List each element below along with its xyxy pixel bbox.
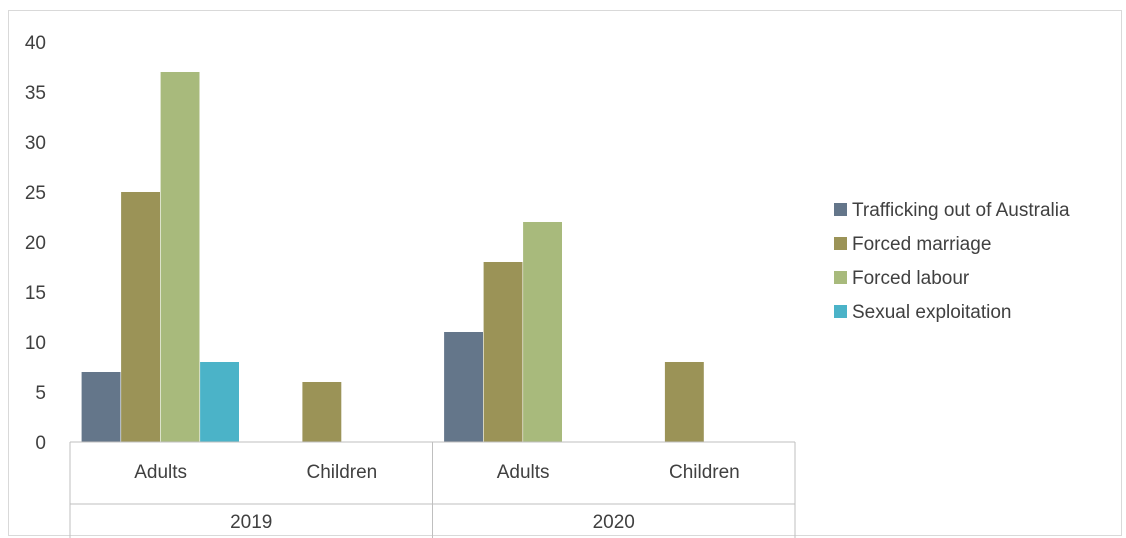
category-label: Adults [497, 462, 550, 483]
group-year-label: 2020 [593, 512, 635, 533]
bar [200, 362, 239, 442]
bar [664, 362, 704, 442]
category-label: Children [306, 462, 377, 483]
legend-label: Forced marriage [852, 234, 991, 255]
bar [483, 262, 523, 442]
y-tick-label: 10 [25, 333, 46, 354]
bar [523, 222, 562, 442]
chart-frame [8, 10, 1122, 536]
bar [302, 382, 342, 442]
legend-label: Forced labour [852, 268, 970, 289]
legend-swatch [834, 271, 847, 284]
bar [160, 72, 200, 442]
group-year-label: 2019 [230, 512, 272, 533]
y-tick-label: 20 [25, 233, 46, 254]
y-tick-label: 30 [25, 133, 46, 154]
bar [121, 192, 160, 442]
legend-swatch [834, 203, 847, 216]
y-tick-label: 5 [35, 383, 46, 404]
legend-swatch [834, 305, 847, 318]
y-tick-label: 15 [25, 283, 46, 304]
bar [444, 332, 483, 442]
y-tick-label: 40 [25, 33, 46, 54]
category-label: Adults [134, 462, 187, 483]
y-tick-label: 35 [25, 83, 46, 104]
y-tick-label: 25 [25, 183, 46, 204]
legend-swatch [834, 237, 847, 250]
bar [81, 372, 121, 442]
legend-label: Sexual exploitation [852, 302, 1012, 323]
y-tick-label: 0 [35, 433, 46, 454]
category-label: Children [669, 462, 740, 483]
legend-label: Trafficking out of Australia [852, 200, 1070, 221]
